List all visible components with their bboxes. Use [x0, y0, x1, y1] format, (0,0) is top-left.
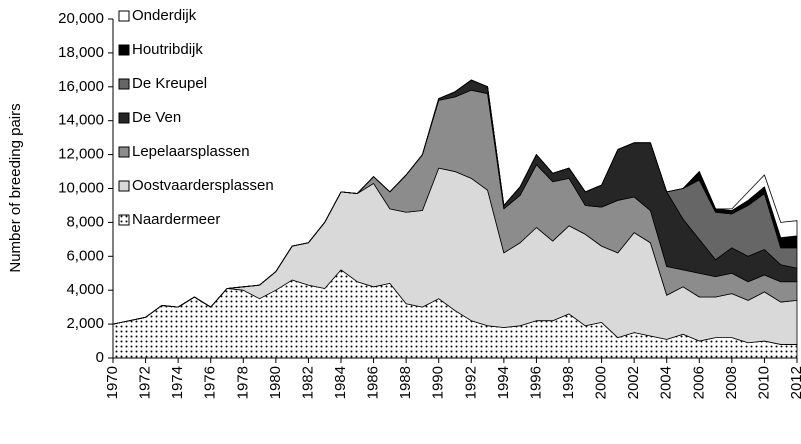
y-tick-label: 16,000 [58, 78, 104, 95]
legend-label: Naardermeer [132, 211, 220, 228]
x-tick-label: 1972 [137, 366, 154, 399]
x-tick-label: 1982 [299, 366, 316, 399]
x-tick-label: 2006 [690, 366, 707, 399]
legend-label: De Kreupel [132, 75, 207, 92]
x-tick-label: 1990 [430, 366, 447, 399]
y-tick-label: 10,000 [58, 179, 104, 196]
x-tick-label: 2000 [593, 366, 610, 399]
x-tick-label: 1988 [397, 366, 414, 399]
legend-swatch [118, 78, 130, 90]
x-tick-label: 1974 [169, 366, 186, 399]
y-tick-label: 4,000 [66, 281, 104, 298]
x-tick-label: 1976 [202, 366, 219, 399]
x-tick-label: 2002 [625, 366, 642, 399]
y-axis-title: Number of breeding pairs [7, 103, 24, 272]
legend-swatch [118, 180, 130, 192]
x-tick-label: 1994 [495, 366, 512, 399]
legend-swatch [118, 44, 130, 56]
y-tick-label: 6,000 [66, 247, 104, 264]
x-tick-label: 1996 [527, 366, 544, 399]
x-tick-label: 1970 [104, 366, 121, 399]
area [112, 79, 798, 325]
y-tick-label: 8,000 [66, 213, 104, 230]
legend-label: Onderdijk [132, 7, 197, 24]
x-tick-label: 1986 [365, 366, 382, 399]
legend-swatch [118, 146, 130, 158]
x-tick-label: 2010 [755, 366, 772, 399]
x-tick-label: 1978 [234, 366, 251, 399]
legend-label: Lepelaarsplassen [132, 143, 250, 160]
legend-label: Houtribdijk [132, 41, 203, 58]
x-tick-label: 2004 [658, 366, 675, 399]
legend-swatch [118, 214, 130, 226]
x-tick-label: 2008 [723, 366, 740, 399]
y-tick-label: 20,000 [58, 10, 104, 27]
legend-label: De Ven [132, 109, 181, 126]
legend-swatch [118, 112, 130, 124]
x-tick-label: 1998 [560, 366, 577, 399]
x-tick-label: 1984 [332, 366, 349, 399]
x-tick-label: 2012 [788, 366, 801, 399]
y-tick-label: 12,000 [58, 146, 104, 163]
y-tick-label: 18,000 [58, 44, 104, 61]
legend-swatch [118, 10, 130, 22]
y-tick-label: 2,000 [66, 315, 104, 332]
x-tick-label: 1980 [267, 366, 284, 399]
y-tick-label: 14,000 [58, 112, 104, 129]
y-tick-label: 0 [96, 349, 104, 366]
x-tick-label: 1992 [462, 366, 479, 399]
legend-label: Oostvaardersplassen [132, 177, 274, 194]
